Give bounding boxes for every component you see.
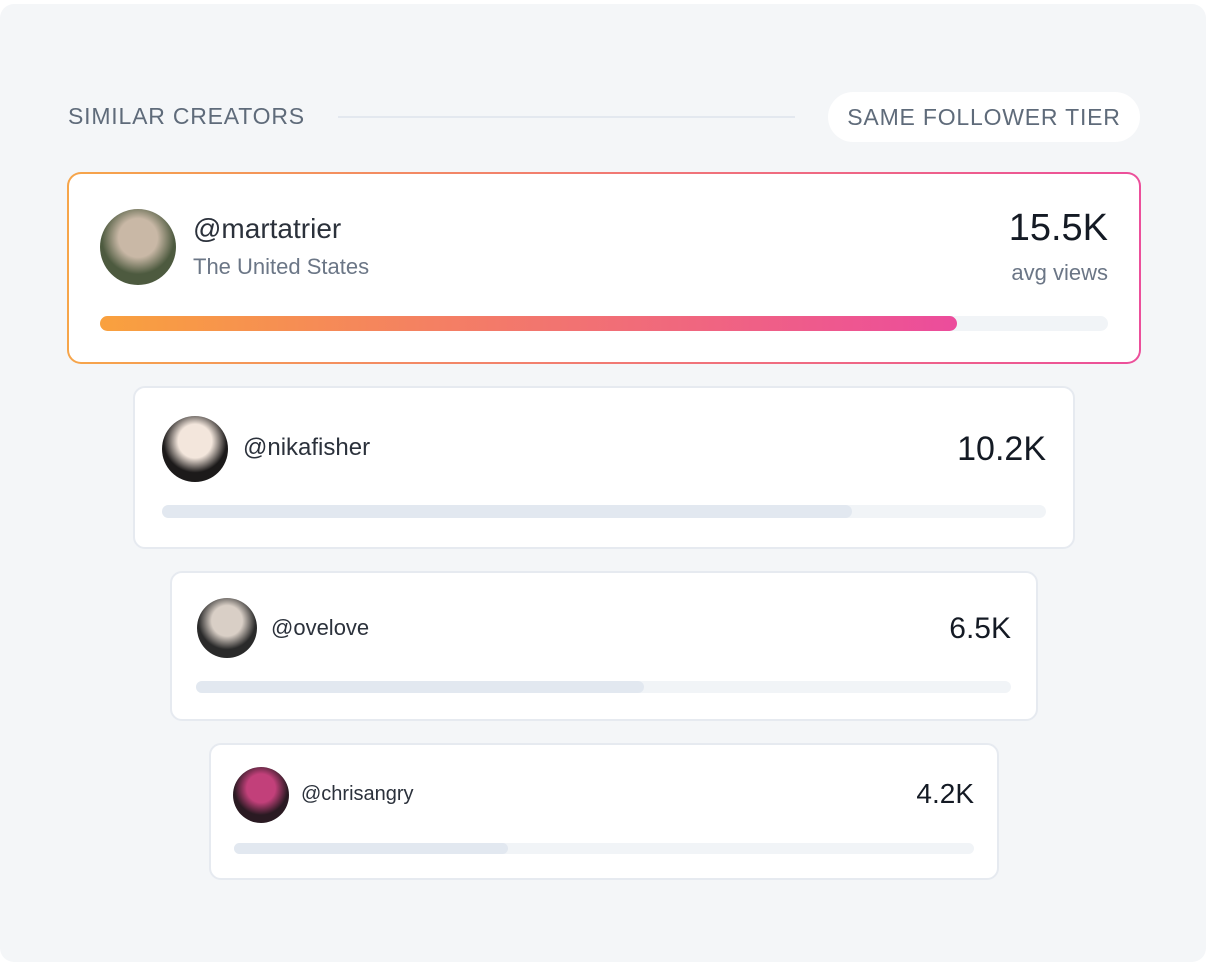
creator-card[interactable]: @ovelove 6.5K <box>170 571 1038 721</box>
progress-track <box>162 505 1046 518</box>
avatar <box>197 598 257 658</box>
avg-views: 10.2K <box>957 429 1046 468</box>
creator-card[interactable]: @nikafisher 10.2K <box>133 386 1075 549</box>
progress-fill <box>100 316 957 331</box>
progress-track <box>100 316 1108 331</box>
progress-fill <box>196 681 645 693</box>
metric-label: avg views <box>1011 260 1108 285</box>
section-title: SIMILAR CREATORS <box>68 103 305 129</box>
divider <box>338 116 795 118</box>
avg-views: 4.2K <box>916 778 974 810</box>
progress-fill <box>162 505 852 518</box>
creator-handle[interactable]: @nikafisher <box>243 433 371 461</box>
creator-handle[interactable]: @martatrier <box>193 213 342 245</box>
avatar <box>162 416 228 482</box>
filter-badge[interactable]: SAME FOLLOWER TIER <box>828 92 1140 142</box>
creator-card[interactable]: @martatrier The United States 15.5K avg vie… <box>67 172 1141 364</box>
creator-handle[interactable]: @chrisangry <box>301 783 414 805</box>
avatar <box>233 767 289 823</box>
creator-handle[interactable]: @ovelove <box>271 614 370 640</box>
avatar <box>100 209 176 285</box>
creator-location: The United States <box>193 254 370 279</box>
avg-views: 6.5K <box>949 612 1011 645</box>
panel: SIMILAR CREATORS SAME FOLLOWER TIER @mar… <box>0 4 1206 962</box>
creator-card[interactable]: @chrisangry 4.2K <box>209 743 999 880</box>
avg-views: 15.5K <box>1008 207 1108 250</box>
progress-track <box>196 681 1011 693</box>
progress-track <box>234 843 974 854</box>
progress-fill <box>234 843 508 854</box>
